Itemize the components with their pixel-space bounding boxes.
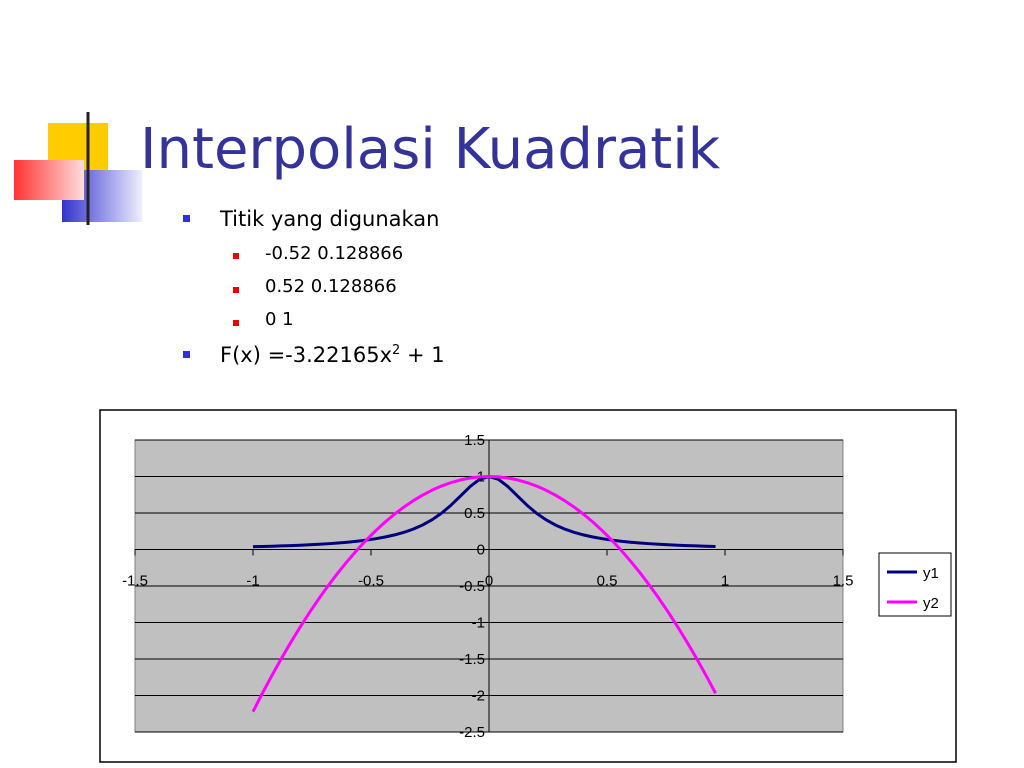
legend-label: y2 bbox=[923, 595, 939, 612]
sub-bullet-text: -0.52 0.128866 bbox=[265, 243, 403, 264]
x-tick-label: 1 bbox=[721, 573, 729, 590]
x-tick-label: 0.5 bbox=[597, 573, 618, 590]
bullet bbox=[183, 215, 190, 222]
x-tick-label: 1.5 bbox=[833, 573, 854, 590]
sub-bullet-text: 0.52 0.128866 bbox=[265, 276, 397, 297]
sub-bullet bbox=[233, 287, 239, 293]
chart: 1.510.50-0.5-1-1.5-2-2.5-1.5 -1 -0.5 0 0.5 1 1… bbox=[122, 432, 952, 741]
slide-title: Interpolasi Kuadratik bbox=[140, 117, 721, 182]
sub-bullet-text: 0 1 bbox=[265, 309, 294, 330]
bullet bbox=[183, 351, 190, 358]
x-tick-label: -1.5 bbox=[122, 573, 148, 590]
series-line bbox=[251, 475, 717, 713]
x-tick-label: -0.5 bbox=[358, 573, 384, 590]
y-tick-label: -1 bbox=[472, 615, 485, 632]
x-tick-label: -1 bbox=[246, 573, 259, 590]
formula-text: F(x) =-3.22165x bbox=[220, 343, 392, 367]
y-tick-label: -2.5 bbox=[459, 724, 485, 741]
y-tick-label: -1.5 bbox=[459, 651, 485, 668]
legend-label: y1 bbox=[923, 565, 939, 582]
sub-bullet bbox=[233, 253, 239, 259]
formula: F(x) =-3.22165x2 + 1 bbox=[220, 343, 445, 367]
y-tick-label: 1.5 bbox=[464, 432, 485, 449]
y-tick-label: 0.5 bbox=[464, 505, 485, 522]
decoration bbox=[14, 112, 980, 225]
formula-suffix: + 1 bbox=[400, 343, 444, 367]
y-tick-label: -2 bbox=[472, 688, 485, 705]
sub-bullet bbox=[233, 320, 239, 326]
bullet-text: Titik yang digunakan bbox=[219, 207, 440, 231]
formula-superscript: 2 bbox=[392, 343, 400, 358]
legend-box bbox=[878, 552, 952, 617]
y-tick-label: -0.5 bbox=[459, 578, 485, 595]
